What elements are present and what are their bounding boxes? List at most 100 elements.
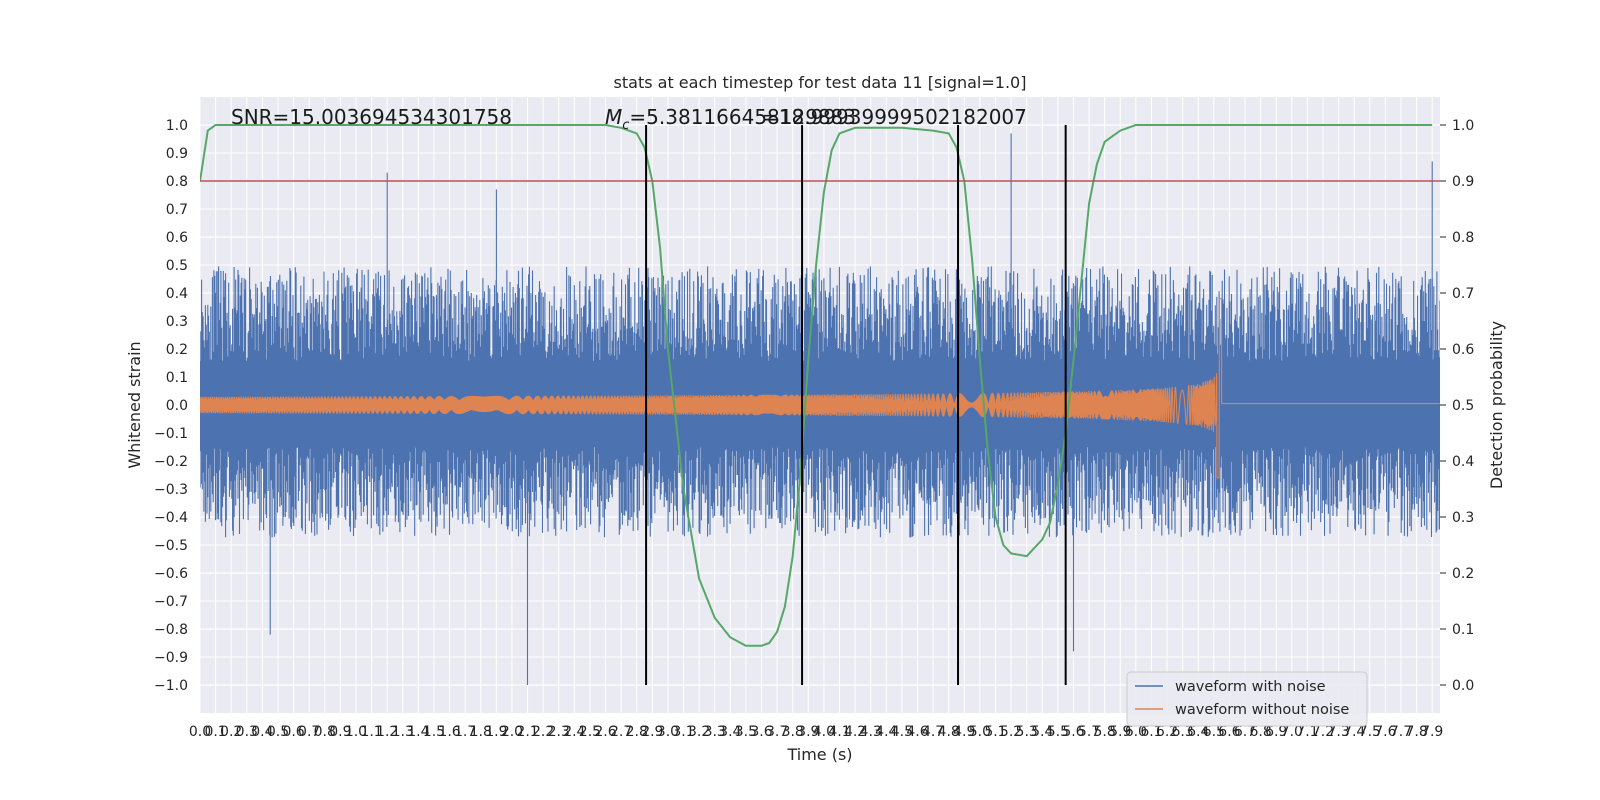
y-tick-label: 0.7: [166, 202, 188, 218]
x-tick-label: 5.6: [1062, 724, 1084, 740]
x-tick-label: 1.1: [360, 724, 382, 740]
x-axis-label: Time (s): [786, 745, 852, 764]
x-tick-label: 5.7: [1078, 724, 1100, 740]
x-tick-label: 6.9: [1265, 724, 1287, 740]
x-tick-label: 4.8: [938, 724, 960, 740]
x-tick-label: 4.9: [953, 724, 975, 740]
y2-axis-label: Detection probability: [1487, 321, 1506, 489]
x-tick-label: 4.1: [828, 724, 850, 740]
x-tick-label: 1.0: [345, 724, 367, 740]
y-tick-label: 0.6: [166, 230, 188, 246]
x-tick-label: 7.9: [1421, 724, 1443, 740]
y-tick-label: −1.0: [154, 678, 188, 694]
x-tick-label: 4.2: [844, 724, 866, 740]
y-tick-label: −0.6: [154, 566, 188, 582]
y-tick-label: 0.0: [166, 398, 188, 414]
x-tick-label: 7.8: [1405, 724, 1427, 740]
x-tick-label: 6.8: [1249, 724, 1271, 740]
x-tick-label: 1.2: [376, 724, 398, 740]
x-tick-label: 4.0: [813, 724, 835, 740]
x-tick-label: 7.3: [1327, 724, 1349, 740]
y2-tick-label: 0.8: [1452, 230, 1474, 246]
y-tick-label: −0.7: [154, 594, 188, 610]
x-tick-label: 7.5: [1359, 724, 1381, 740]
x-tick-label: 3.7: [766, 724, 788, 740]
y-tick-label: 0.3: [166, 314, 188, 330]
x-tick-label: 5.4: [1031, 724, 1053, 740]
x-tick-label: 0.1: [204, 724, 226, 740]
x-tick-label: 7.1: [1296, 724, 1318, 740]
x-tick-label: 5.5: [1047, 724, 1069, 740]
x-tick-label: 2.3: [548, 724, 570, 740]
y-tick-label: 0.8: [166, 174, 188, 190]
x-tick-label: 4.6: [906, 724, 928, 740]
y-tick-label: −0.3: [154, 482, 188, 498]
y2-tick-label: 0.6: [1452, 342, 1474, 358]
legend-box: [1126, 671, 1368, 727]
x-tick-label: 5.8: [1094, 724, 1116, 740]
x-tick-label: 2.8: [626, 724, 648, 740]
y-tick-label: −0.8: [154, 622, 188, 638]
legend: waveform with noise waveform without noi…: [1126, 671, 1368, 727]
chart-title: stats at each timestep for test data 11 …: [614, 73, 1027, 92]
x-tick-label: 3.9: [797, 724, 819, 740]
y-tick-label: 0.4: [166, 286, 188, 302]
legend-label-noise: waveform with noise: [1175, 679, 1326, 695]
x-tick-label: 3.6: [750, 724, 772, 740]
x-tick-label: 3.1: [672, 724, 694, 740]
x-tick-label: 6.4: [1187, 724, 1209, 740]
x-tick-label: 1.8: [470, 724, 492, 740]
x-tick-label: 7.2: [1312, 724, 1334, 740]
y2-tick-label: 1.0: [1452, 118, 1474, 134]
x-tick-label: 2.5: [579, 724, 601, 740]
x-tick-label: 0.8: [314, 724, 336, 740]
x-tick-label: 1.3: [392, 724, 414, 740]
x-tick-label: 7.6: [1374, 724, 1396, 740]
y-tick-label: −0.4: [154, 510, 188, 526]
y2-tick-label: 0.3: [1452, 510, 1474, 526]
x-tick-label: 3.8: [782, 724, 804, 740]
x-tick-label: 7.0: [1281, 724, 1303, 740]
x-tick-label: 1.9: [485, 724, 507, 740]
x-tick-label: 2.7: [610, 724, 632, 740]
x-tick-label: 0.7: [298, 724, 320, 740]
x-tick-label: 0.4: [251, 724, 273, 740]
detection-probability-line: [200, 124, 1433, 647]
snr-annotation: SNR=15.003694534301758: [231, 105, 512, 129]
y-tick-label: −0.5: [154, 538, 188, 554]
series-layer: [200, 124, 1440, 685]
x-tick-label: 1.4: [407, 724, 429, 740]
x-tick-label: 2.1: [516, 724, 538, 740]
y-axis-label: Whitened strain: [125, 341, 144, 468]
x-tick-label: 2.2: [532, 724, 554, 740]
x-tick-label: 1.7: [454, 724, 476, 740]
x-tick-label: 6.3: [1172, 724, 1194, 740]
y-tick-label: −0.1: [154, 426, 188, 442]
x-tick-label: 2.0: [501, 724, 523, 740]
x-tick-label: 3.2: [688, 724, 710, 740]
x-tick-label: 4.3: [860, 724, 882, 740]
y2-tick-label: 0.5: [1452, 398, 1474, 414]
x-tick-label: 5.0: [969, 724, 991, 740]
x-tick-label: 3.4: [719, 724, 741, 740]
x-tick-label: 6.0: [1125, 724, 1147, 740]
x-tick-label: 6.1: [1140, 724, 1162, 740]
x-tick-label: 0.2: [220, 724, 242, 740]
x-tick-label: 2.4: [563, 724, 585, 740]
x-tick-label: 5.2: [1000, 724, 1022, 740]
x-tick-label: 6.7: [1234, 724, 1256, 740]
legend-label-clean: waveform without noise: [1175, 702, 1349, 718]
x-tick-label: 3.3: [704, 724, 726, 740]
x-tick-label: 0.5: [267, 724, 289, 740]
y2-tick-label: 0.1: [1452, 622, 1474, 638]
y-tick-label: −0.2: [154, 454, 188, 470]
y2-tick-label: 0.9: [1452, 174, 1474, 190]
x-tick-label: 5.1: [984, 724, 1006, 740]
annotation-layer: stats at each timestep for test data 11 …: [125, 73, 1506, 764]
y2-tick-label: 0.0: [1452, 678, 1474, 694]
chirp-mass-annotation: Mc=5.381166458129883: [605, 105, 856, 133]
y-tick-label: −0.9: [154, 650, 188, 666]
x-tick-label: 2.6: [594, 724, 616, 740]
x-tick-label: 5.3: [1016, 724, 1038, 740]
